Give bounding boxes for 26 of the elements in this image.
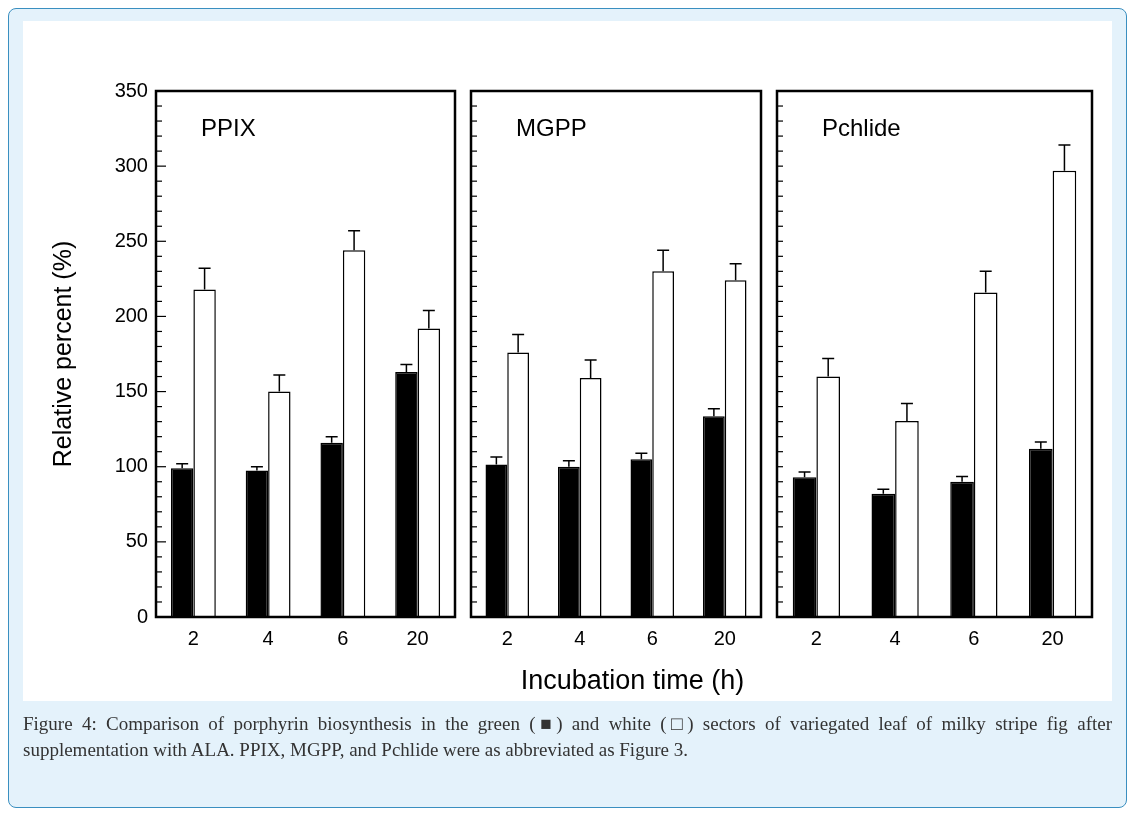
x-tick-label: 4 <box>889 626 901 649</box>
x-tick-label: 20 <box>406 626 429 649</box>
y-tick-label: 350 <box>114 78 148 101</box>
text: Pchlide <box>822 114 901 141</box>
x-tick-label: 4 <box>262 626 274 649</box>
y-tick-label: 100 <box>114 454 148 477</box>
x-tick-label: 6 <box>337 626 349 649</box>
x-tick-label: 2 <box>501 626 513 649</box>
caption: Figure 4: Comparison of porphyrin biosynthesis in the green (■) and white (□) sectors of variegated leaf of milky stripe fig after supplementation with ALA. PPIX, MGPP, and Pchlide were as abbreviated as Figure 3. <box>23 712 1112 762</box>
x-tick-label: 4 <box>574 626 586 649</box>
x-tick-label: 20 <box>713 626 736 649</box>
y-tick-label: 250 <box>114 228 148 251</box>
x-tick-label: 6 <box>646 626 658 649</box>
x-tick-label: 2 <box>810 626 822 649</box>
y-tick-label: 300 <box>114 153 148 176</box>
y-tick-label: 200 <box>114 303 148 326</box>
y-tick-label: 150 <box>114 379 148 402</box>
x-axis-title: Incubation time (h) <box>519 665 746 696</box>
text: PPIX <box>201 114 256 141</box>
y-axis-title: Relative percent (%) <box>47 240 76 468</box>
x-tick-label: 2 <box>187 626 199 649</box>
y-tick-label: 50 <box>125 529 148 552</box>
text: MGPP <box>516 114 587 141</box>
x-tick-label: 20 <box>1041 626 1064 649</box>
y-tick-label: 0 <box>136 604 148 627</box>
x-tick-label: 6 <box>968 626 980 649</box>
